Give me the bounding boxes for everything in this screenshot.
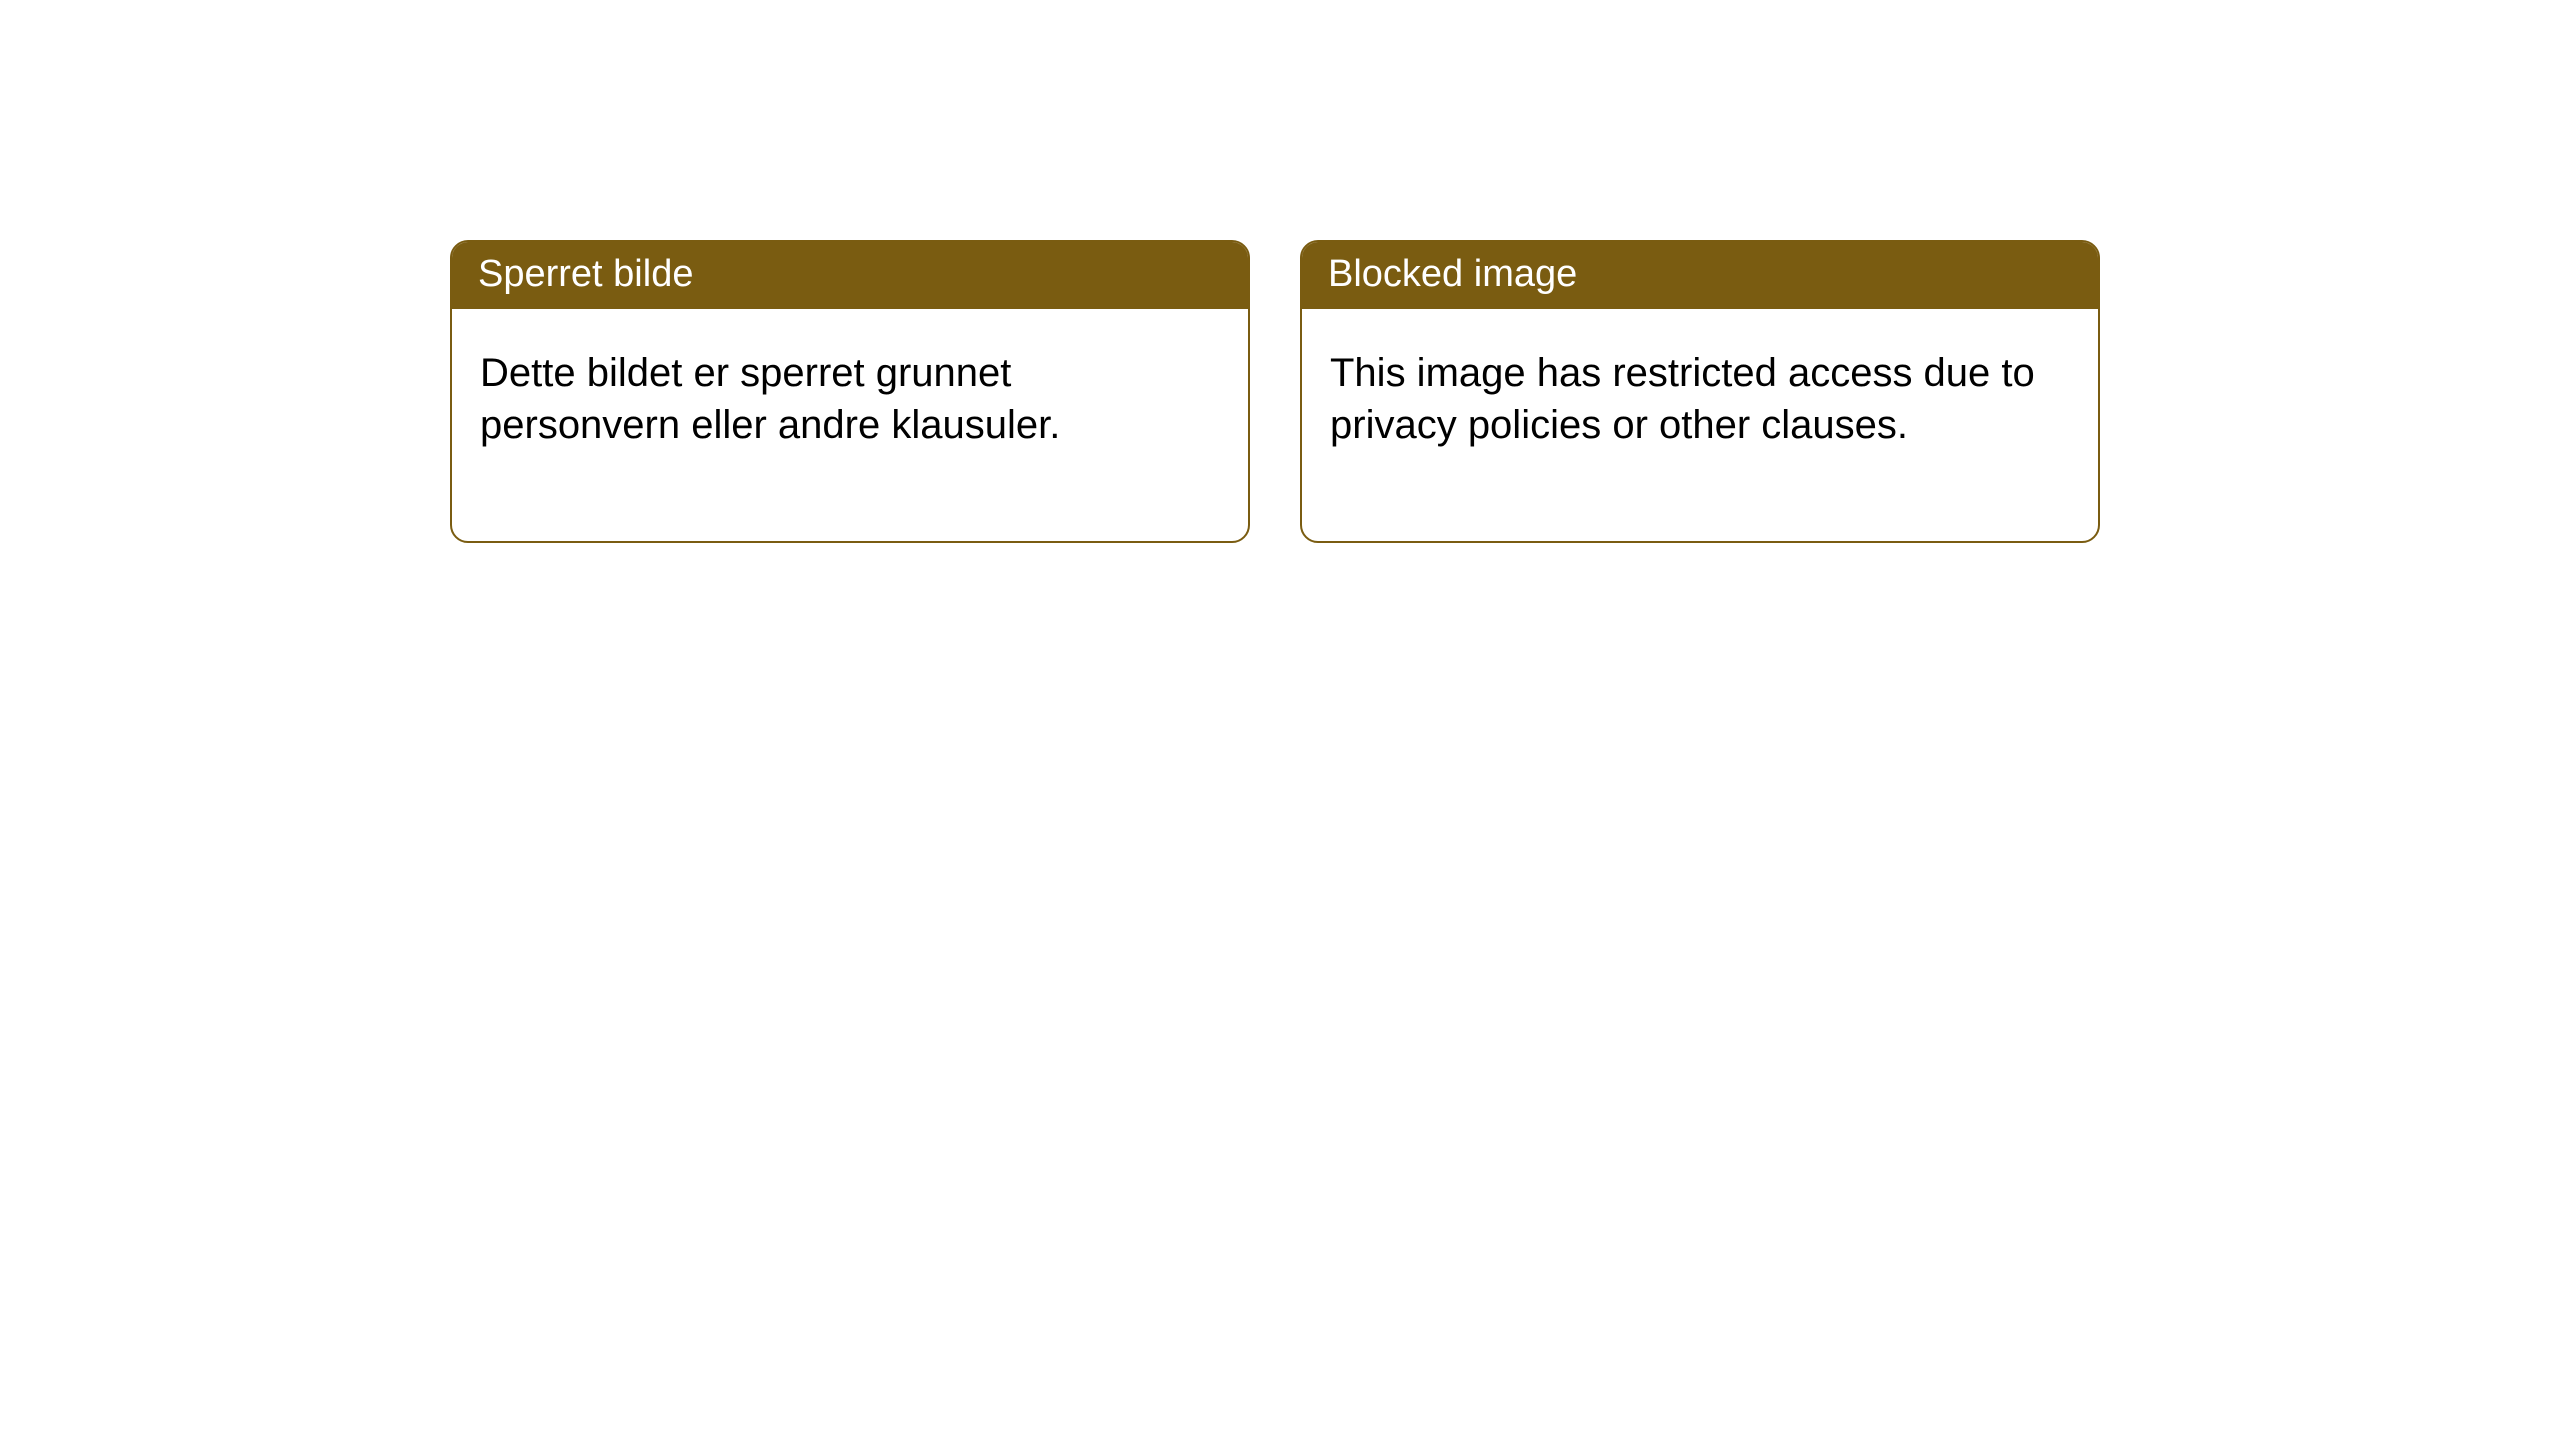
notice-card-english: Blocked image This image has restricted … xyxy=(1300,240,2100,543)
notice-header: Blocked image xyxy=(1302,242,2098,309)
notice-body: This image has restricted access due to … xyxy=(1302,309,2098,541)
notice-card-norwegian: Sperret bilde Dette bildet er sperret gr… xyxy=(450,240,1250,543)
notice-header: Sperret bilde xyxy=(452,242,1248,309)
notice-body: Dette bildet er sperret grunnet personve… xyxy=(452,309,1248,541)
notice-container: Sperret bilde Dette bildet er sperret gr… xyxy=(0,0,2560,543)
